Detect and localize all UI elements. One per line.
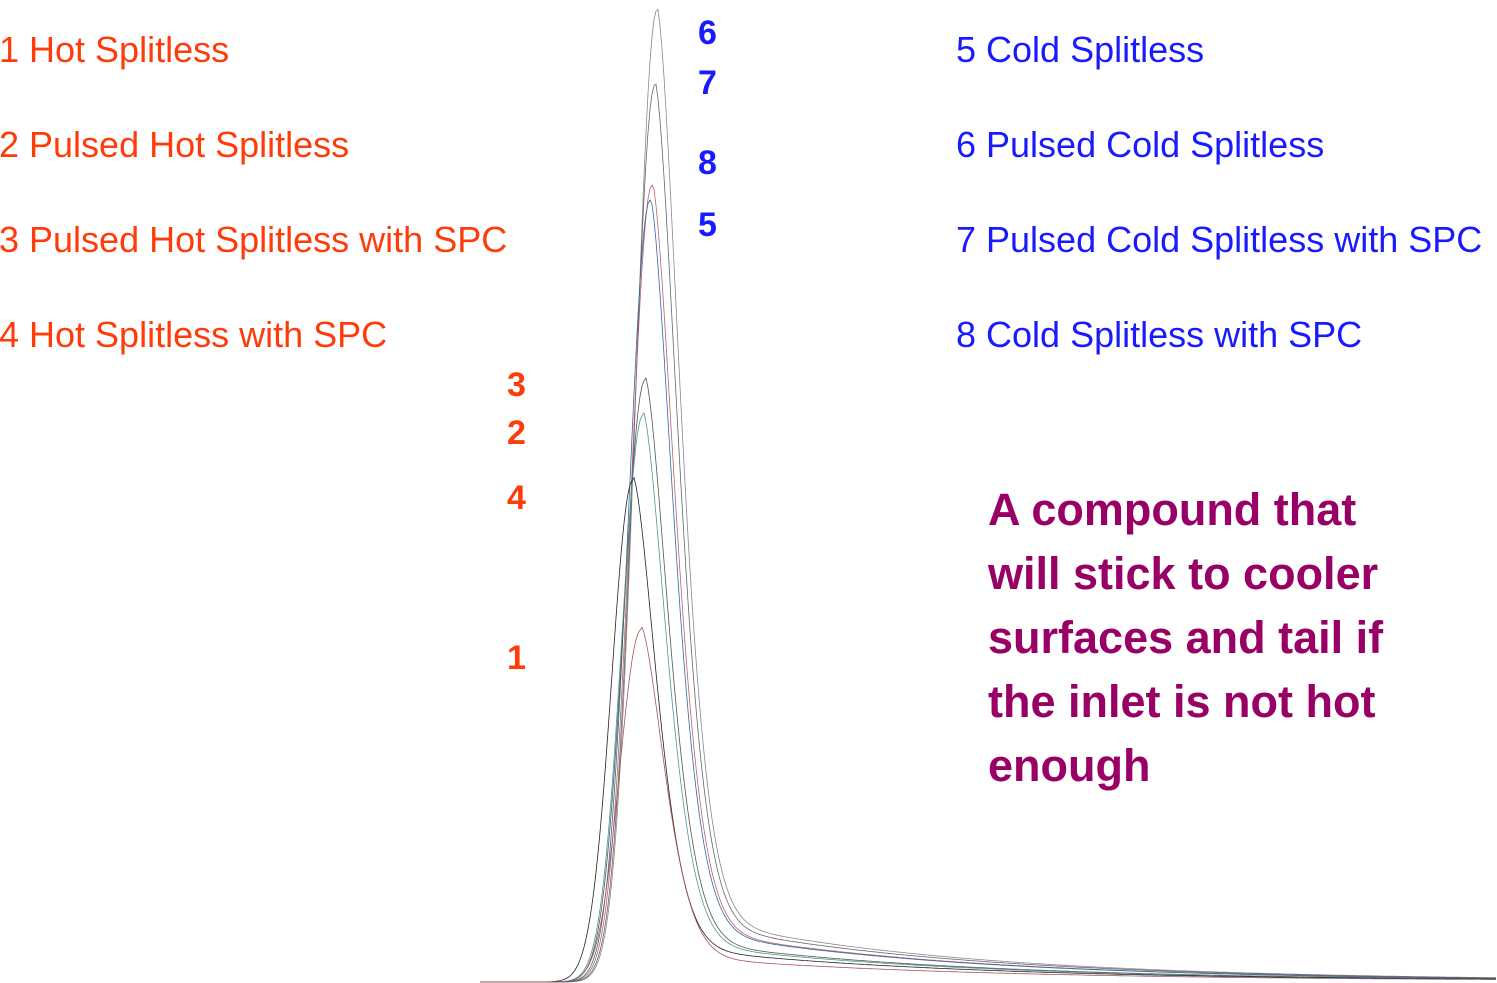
trace	[480, 83, 1497, 983]
note-line: the inlet is not hot	[988, 676, 1376, 727]
legend-item: 2 Pulsed Hot Splitless	[0, 124, 350, 165]
peak-label: 5	[698, 206, 717, 244]
peak-label: 8	[698, 144, 717, 182]
peak-label: 6	[698, 14, 717, 52]
peak-label: 7	[698, 64, 717, 102]
peak-label: 4	[507, 479, 526, 517]
legend-item: 7 Pulsed Cold Splitless with SPC	[956, 219, 1483, 260]
legend-item: 8 Cold Splitless with SPC	[956, 314, 1363, 355]
legend-item: 5 Cold Splitless	[956, 29, 1205, 70]
peak-label: 1	[507, 639, 526, 677]
trace	[480, 476, 1496, 983]
legend-item: 4 Hot Splitless with SPC	[0, 314, 388, 355]
peak-label: 2	[507, 414, 526, 452]
legend-item: 6 Pulsed Cold Splitless	[956, 124, 1325, 165]
note-line: A compound that	[988, 484, 1357, 535]
note-line: will stick to cooler	[988, 548, 1379, 599]
note-line: surfaces and tail if	[988, 612, 1384, 663]
legend-item: 3 Pulsed Hot Splitless with SPC	[0, 219, 508, 260]
peak-label: 3	[507, 366, 526, 404]
trace	[480, 199, 1496, 983]
legend-item: 1 Hot Splitless	[0, 29, 230, 70]
note-line: enough	[988, 740, 1151, 791]
trace	[480, 626, 1496, 983]
